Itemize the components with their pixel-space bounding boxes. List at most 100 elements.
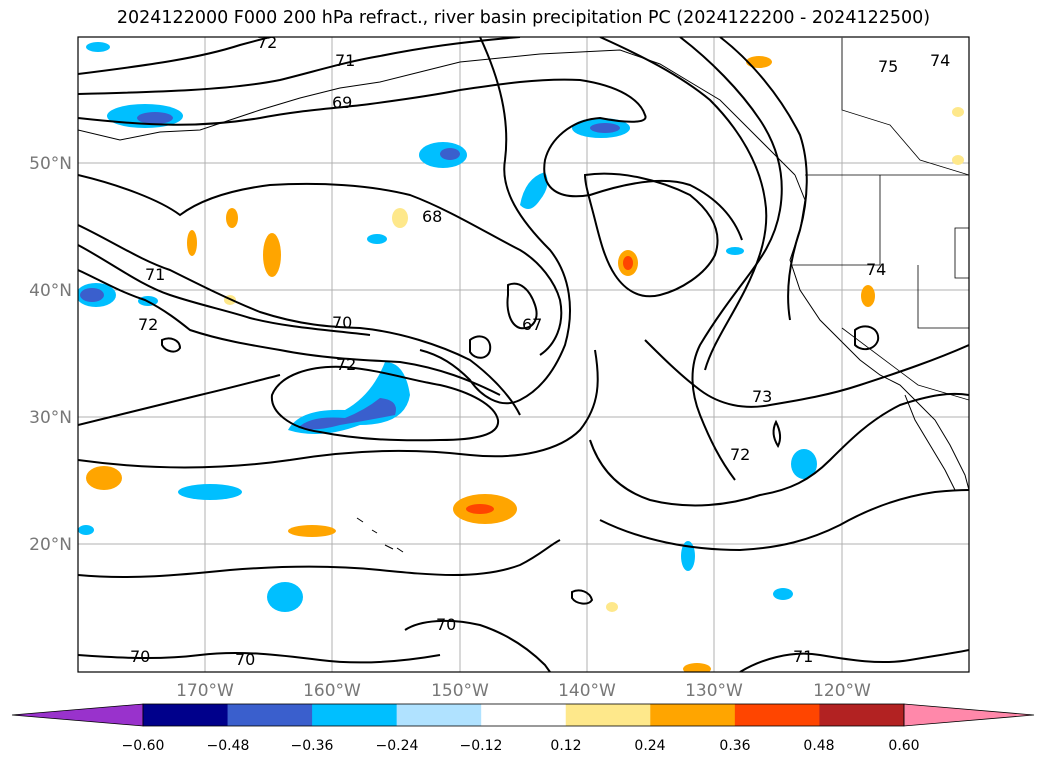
- coast-alaska: [78, 49, 796, 176]
- contour-70-south: [78, 349, 599, 469]
- blob-neg: [178, 484, 242, 500]
- contour-inner-ring: [583, 172, 719, 298]
- contour-70-bottom: [78, 651, 441, 664]
- hawaii: [356, 517, 404, 553]
- contour-label: 70: [436, 615, 456, 634]
- colorbar-tick-label: 0.48: [803, 738, 834, 754]
- contour-label: 72: [257, 33, 277, 52]
- blob-neg: [773, 588, 793, 600]
- colorbar-segment: [227, 704, 313, 726]
- map-title: 2024122000 F000 200 hPa refract., river …: [116, 8, 931, 28]
- lat-tick-label: 30°N: [29, 408, 72, 428]
- contour-label: 71: [145, 265, 165, 284]
- colorbar: [11, 703, 1035, 727]
- colorbar-segment: [565, 704, 651, 726]
- blob-neg: [267, 582, 303, 612]
- lat-ticks: 50°N 40°N 30°N 20°N: [29, 154, 72, 555]
- contour-72-east: [589, 392, 969, 507]
- colorbar-tick-label: −0.36: [291, 738, 334, 754]
- plot-frame: [77, 36, 970, 673]
- colorbar-tick-label: 0.12: [550, 738, 581, 754]
- colorbar-segment: [650, 704, 736, 726]
- colorbar-tick-label: 0.36: [719, 738, 750, 754]
- political-borders: [790, 38, 969, 401]
- contour-72-loop: [270, 365, 500, 442]
- contour-69: [78, 89, 461, 126]
- contour-67: [506, 282, 538, 330]
- blob-pos-core: [466, 504, 494, 514]
- blob-pos-light: [952, 155, 964, 165]
- colorbar-tick-label: −0.60: [122, 738, 165, 754]
- colorbar-tick-label: 0.60: [888, 738, 919, 754]
- plot-area: [78, 37, 969, 672]
- contour-label: 71: [335, 51, 355, 70]
- colorbar-tick-label: 0.24: [634, 738, 665, 754]
- contour-label: 74: [866, 260, 886, 279]
- contour-label: 73: [752, 387, 772, 406]
- contour-71-bottom: [739, 649, 969, 672]
- contour-east-3: [719, 37, 808, 321]
- contour-small-4: [571, 589, 594, 605]
- colorbar-tick-label: −0.12: [460, 738, 503, 754]
- contour-label: 70: [130, 647, 150, 666]
- contour-label: 74: [930, 51, 950, 70]
- blob-pos-core: [623, 256, 633, 270]
- contour-label: 69: [332, 93, 352, 112]
- contour-label: 72: [138, 315, 158, 334]
- blob-pos-light: [392, 208, 408, 228]
- colorbar-extend-high: [903, 703, 1035, 727]
- contour-73: [78, 374, 281, 426]
- lon-tick-label: 160°W: [303, 681, 361, 701]
- contour-label: 70: [332, 313, 352, 332]
- contour-small-3: [161, 337, 182, 353]
- contour-north-lobe: [419, 37, 571, 405]
- colorbar-segment: [734, 704, 820, 726]
- contour-71-mid: [78, 224, 521, 416]
- colorbar-segment: [396, 704, 482, 726]
- contours: [78, 37, 969, 672]
- contour-labels: 72 71 69 68 71 72 70 67 72 73 72 70 70 7…: [130, 33, 950, 669]
- contour-label: 71: [793, 647, 813, 666]
- contour-68-north: [459, 78, 743, 241]
- blob-neg-core: [298, 398, 396, 430]
- contour-label: 68: [422, 207, 442, 226]
- lon-tick-label: 140°W: [558, 681, 616, 701]
- colorbar-segment: [481, 704, 567, 726]
- contour-71-top: [78, 37, 521, 95]
- lat-tick-label: 40°N: [29, 281, 72, 301]
- lon-ticks: 170°W 160°W 150°W 140°W 130°W 120°W: [176, 681, 871, 701]
- contour-label: 75: [878, 57, 898, 76]
- colorbar-segment: [143, 704, 229, 726]
- lon-tick-label: 120°W: [813, 681, 871, 701]
- blob-neg-core: [590, 123, 620, 133]
- blob-neg-core: [80, 288, 104, 302]
- contour-71-east: [599, 489, 969, 552]
- contour-east-2: [599, 37, 768, 371]
- colorbar-outline: [142, 703, 905, 727]
- contour-73-east: [644, 339, 969, 408]
- lon-tick-label: 150°W: [431, 681, 489, 701]
- blob-pos: [683, 663, 711, 672]
- blob-neg: [726, 247, 744, 255]
- blob-neg: [367, 234, 387, 244]
- contour-label: 67: [522, 315, 542, 334]
- contour-small-2: [854, 325, 880, 351]
- blob-neg: [78, 525, 94, 535]
- contour-small-5: [772, 419, 782, 449]
- contour-label: 70: [235, 650, 255, 669]
- contour-72-top: [78, 37, 271, 75]
- colorbar-segment: [819, 704, 905, 726]
- lat-tick-label: 50°N: [29, 154, 72, 174]
- blob-pos: [746, 56, 772, 68]
- blob-neg: [86, 42, 110, 52]
- contour-east-1: [679, 37, 783, 481]
- contour-70-bottom-2: [404, 619, 551, 672]
- contour-label: 72: [336, 355, 356, 374]
- colorbar-ticks: −0.60 −0.48 −0.36 −0.24 −0.12 0.12 0.24 …: [122, 738, 920, 754]
- blob-pos-light: [606, 602, 618, 612]
- blob-pos: [86, 466, 122, 490]
- blob-neg-core: [137, 112, 173, 124]
- blob-pos: [226, 208, 238, 228]
- precip-blobs: [78, 42, 964, 672]
